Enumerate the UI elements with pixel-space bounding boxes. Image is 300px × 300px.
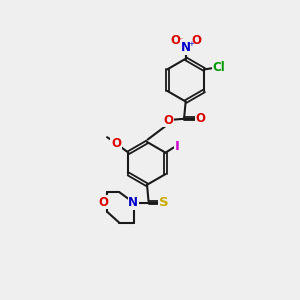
Text: O: O — [111, 137, 121, 150]
Text: O: O — [170, 34, 180, 47]
Text: O: O — [164, 114, 174, 127]
Text: ⁻: ⁻ — [178, 36, 182, 45]
Text: N: N — [128, 196, 138, 209]
Text: O: O — [99, 196, 109, 209]
Text: +: + — [188, 41, 194, 47]
Text: O: O — [196, 112, 206, 125]
Text: S: S — [159, 196, 169, 209]
Text: N: N — [181, 41, 191, 54]
Text: Cl: Cl — [213, 61, 225, 74]
Text: O: O — [191, 34, 201, 47]
Text: ⁻: ⁻ — [198, 36, 202, 45]
Text: I: I — [175, 140, 180, 153]
